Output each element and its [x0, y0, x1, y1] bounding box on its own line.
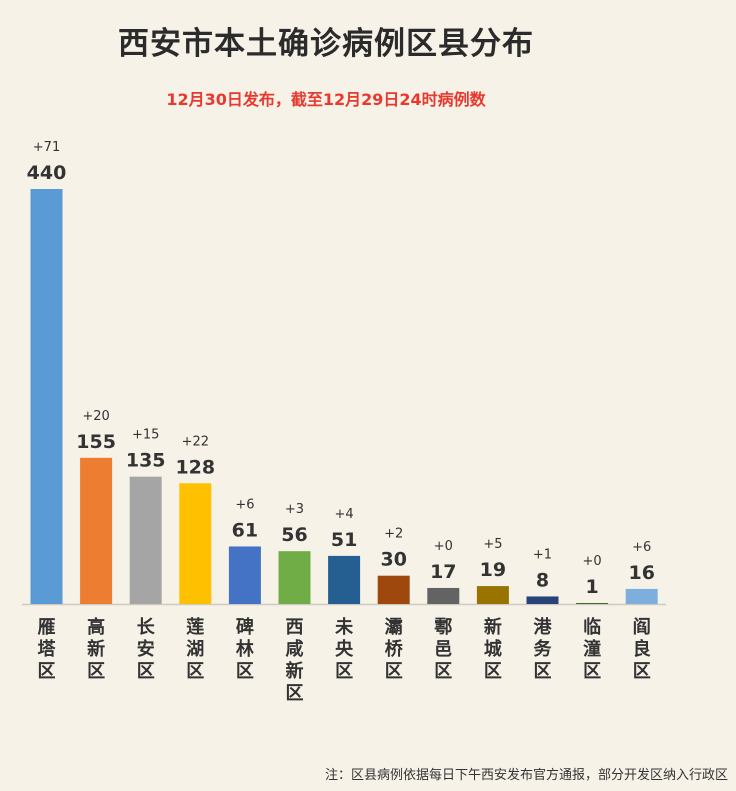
- increment-label-3: +15: [132, 428, 159, 443]
- category-label-1: 雁塔区: [38, 617, 57, 682]
- category-label-12: 临潼区: [583, 616, 601, 682]
- value-label-2: 155: [76, 431, 116, 453]
- bar-5: [228, 546, 261, 604]
- bar-2: [80, 457, 113, 604]
- increment-label-6: +3: [285, 502, 304, 517]
- category-label-2: 高新区: [87, 616, 105, 682]
- increment-label-11: +1: [533, 547, 552, 562]
- value-label-4: 128: [175, 456, 215, 478]
- category-label-8: 灞桥区: [385, 617, 404, 682]
- value-label-8: 30: [380, 549, 406, 571]
- category-label-6: 西咸新区: [286, 617, 304, 704]
- bar-9: [427, 587, 460, 604]
- bar-3: [129, 476, 162, 604]
- value-label-3: 135: [126, 450, 166, 472]
- bar-13: [625, 588, 658, 604]
- increment-label-9: +0: [434, 539, 453, 554]
- bar-1: [30, 189, 63, 604]
- increment-label-2: +20: [82, 409, 109, 424]
- category-label-4: 莲湖区: [186, 617, 204, 682]
- increment-label-13: +6: [632, 540, 651, 555]
- bar-6: [278, 551, 311, 604]
- category-label-10: 新城区: [484, 616, 502, 682]
- increment-label-10: +5: [483, 537, 502, 552]
- bar-10: [476, 586, 509, 604]
- category-label-13: 阎良区: [633, 616, 651, 682]
- increment-label-12: +0: [583, 554, 602, 569]
- category-label-3: 长安区: [137, 617, 156, 682]
- increment-label-5: +6: [235, 497, 254, 512]
- value-label-12: 1: [585, 576, 598, 598]
- value-label-11: 8: [536, 569, 549, 591]
- category-label-9: 鄠邑区: [434, 617, 452, 682]
- chart-title: 西安市本土确诊病例区县分布: [118, 26, 534, 62]
- bar-7: [328, 555, 361, 604]
- value-label-10: 19: [480, 559, 506, 581]
- footnote: 注：区县病例依据每日下午西安发布官方通报，部分开发区纳入行政区: [324, 768, 728, 783]
- increment-label-7: +4: [335, 507, 354, 522]
- increment-label-1: +71: [33, 140, 60, 155]
- value-label-7: 51: [331, 529, 357, 551]
- value-label-1: 440: [27, 162, 67, 184]
- bar-4: [179, 483, 212, 604]
- value-label-13: 16: [628, 562, 654, 584]
- increment-label-8: +2: [384, 527, 403, 542]
- bar-8: [377, 575, 410, 604]
- value-label-5: 61: [232, 519, 258, 541]
- bar-11: [526, 596, 559, 604]
- bar-12: [576, 603, 609, 604]
- value-label-9: 17: [430, 561, 456, 583]
- category-label-5: 碑林区: [236, 616, 254, 682]
- chart-subtitle: 12月30日发布，截至12月29日24时病例数: [166, 90, 486, 109]
- category-label-7: 未央区: [335, 617, 354, 682]
- increment-label-4: +22: [182, 434, 209, 449]
- value-label-6: 56: [281, 524, 307, 546]
- category-label-11: 港务区: [534, 617, 553, 682]
